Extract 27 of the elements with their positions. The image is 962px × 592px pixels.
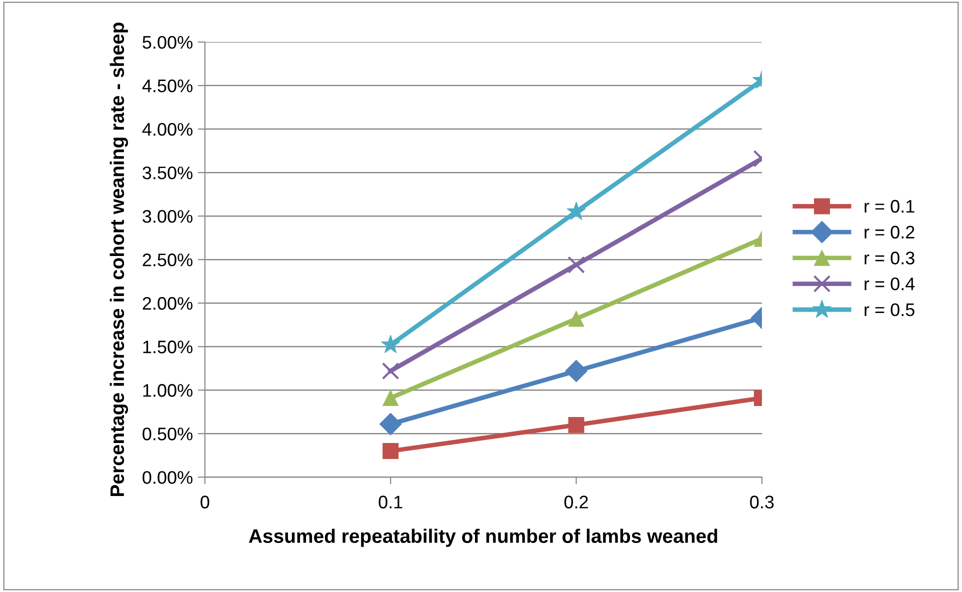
y-tick-label: 0.50% <box>142 428 192 440</box>
x-tick-label: 0 <box>200 496 210 508</box>
y-tick-label: 4.50% <box>142 79 192 92</box>
legend-label: r = 0.5 <box>864 303 914 316</box>
y-tick-label: 3.50% <box>142 166 192 180</box>
y-tick-label: 1.50% <box>143 340 192 354</box>
point <box>382 443 399 460</box>
point <box>382 390 399 406</box>
point <box>379 412 402 436</box>
x-tick-label: 0.1 <box>378 496 402 508</box>
y-tick-label: 2.50% <box>142 254 192 266</box>
legend-label: r = 0.2 <box>864 226 914 239</box>
y-tick-label: 1.00% <box>143 384 192 397</box>
legend-label: r = 0.1 <box>864 200 914 213</box>
y-axis-title: Percentage increase in cohort weaning rate - sheep <box>110 22 128 496</box>
y-tick-label: 2.00% <box>142 297 192 310</box>
y-tick-label: 3.00% <box>142 210 192 223</box>
x-tick-label: 0.3 <box>750 496 774 508</box>
y-tick-label: 4.00% <box>142 122 192 136</box>
point <box>380 334 400 354</box>
y-tick-label: 0.00% <box>142 471 192 484</box>
legend-label: r = 0.3 <box>864 252 914 264</box>
y-tick-label: 5.00% <box>142 36 192 49</box>
legend-label: r = 0.4 <box>864 278 915 290</box>
point <box>382 362 400 380</box>
x-axis-title: Assumed repeatability of number of lambs weaned <box>248 528 718 547</box>
x-tick-label: 0.2 <box>564 496 588 508</box>
